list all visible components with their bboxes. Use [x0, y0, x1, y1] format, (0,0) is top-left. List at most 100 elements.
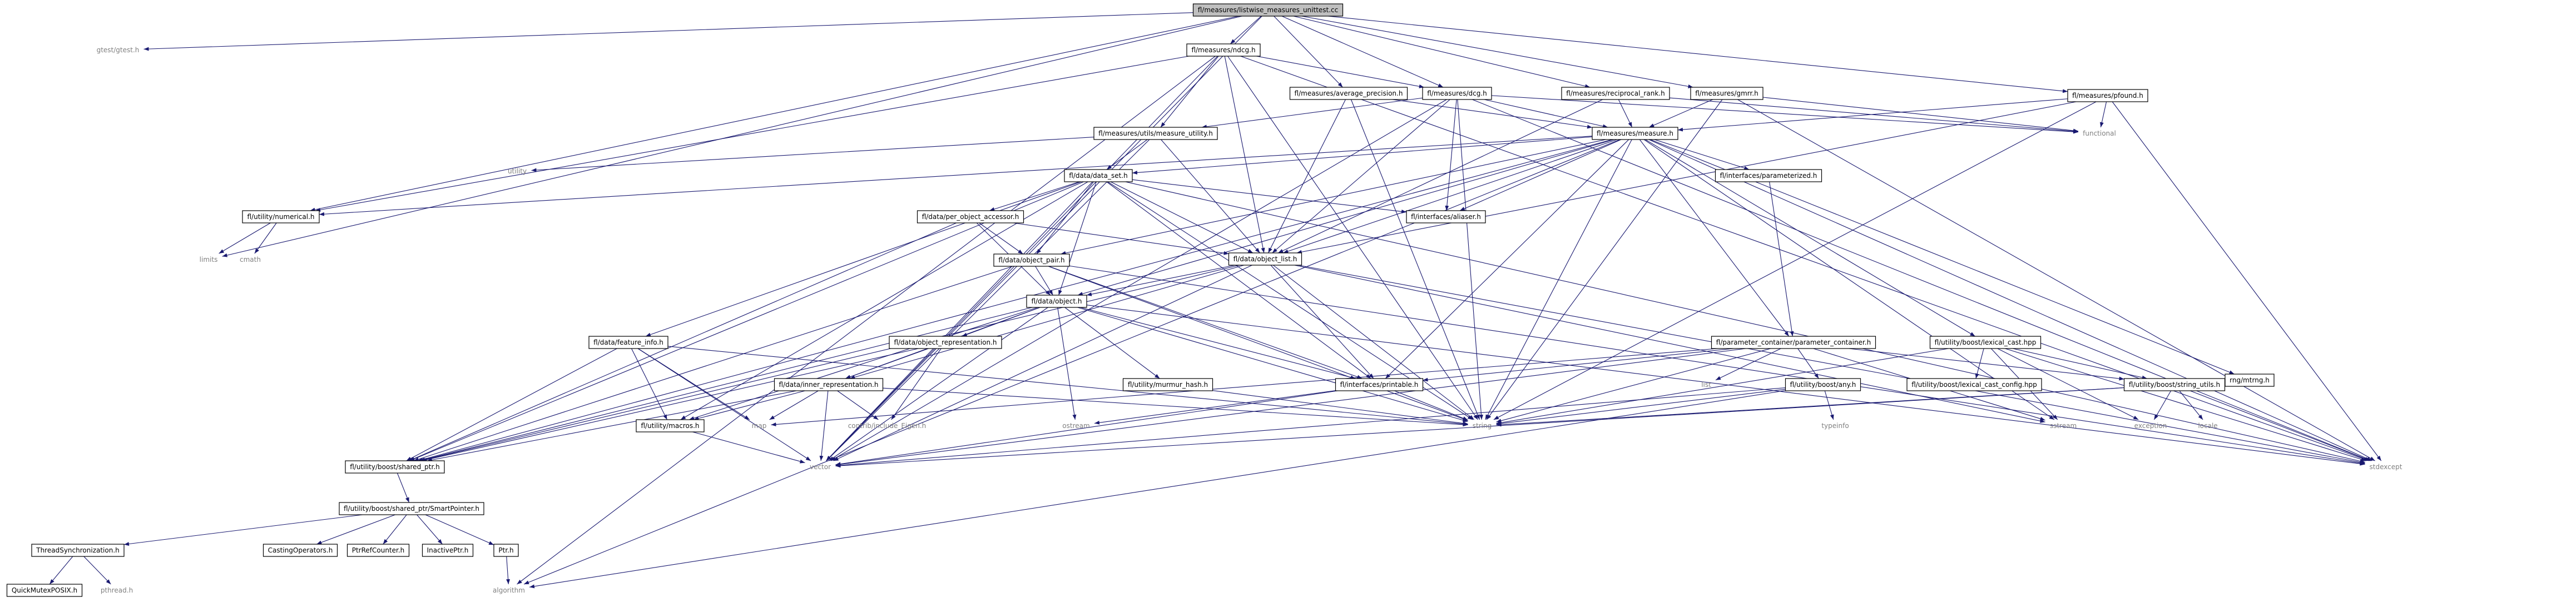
- node-stdexcept: stdexcept: [2370, 463, 2402, 471]
- edge-ptrh-to-algorithm: [506, 556, 511, 585]
- edge-object-to-sharedptr: [419, 307, 1033, 462]
- node-pthread: pthread.h: [101, 586, 133, 594]
- node-castops[interactable]: CastingOperators.h: [262, 544, 338, 557]
- edge-anyh-to-string: [1496, 389, 1786, 426]
- node-ndcg[interactable]: fl/measures/ndcg.h: [1186, 43, 1261, 57]
- node-ptrrefc[interactable]: PtrRefCounter.h: [346, 544, 410, 557]
- edge-objrepr-to-innerrepr: [845, 348, 929, 379]
- node-box: [2225, 374, 2275, 387]
- node-gmrr[interactable]: fl/measures/gmrr.h: [1690, 87, 1763, 100]
- node-murmur[interactable]: fl/utility/murmur_hash.h: [1122, 378, 1213, 391]
- edge-printable-to-ostream: [1094, 390, 1336, 425]
- edge-measure-to-sstream: [1643, 139, 2055, 420]
- node-box: [1026, 295, 1087, 308]
- edge-measure-to-paramcont: [1639, 139, 1790, 337]
- node-measureutil[interactable]: fl/measures/utils/measure_utility.h: [1093, 127, 1218, 140]
- node-box: [262, 544, 338, 557]
- node-dcg[interactable]: fl/measures/dcg.h: [1422, 87, 1492, 100]
- edge-dataset-to-aliaser: [1132, 179, 1407, 214]
- node-innerrepr[interactable]: fl/data/inner_representation.h: [774, 378, 884, 391]
- edge-measureutil-to-dataset: [1106, 139, 1148, 170]
- node-label: fl/data/object_pair.h: [998, 256, 1064, 264]
- edge-pfound-to-measure: [1677, 98, 2068, 132]
- node-paramcont[interactable]: fl/parameter_container/parameter_contain…: [1711, 336, 1876, 349]
- edge-dcg-to-functional: [1491, 95, 2079, 134]
- node-box: [493, 544, 519, 557]
- edge-lexcast-to-stdexcept: [2005, 348, 2366, 461]
- node-threadsync[interactable]: ThreadSynchronization.h: [31, 544, 125, 557]
- node-lexcast[interactable]: fl/utility/boost/lexical_cast.hpp: [1929, 336, 2042, 349]
- node-pfound[interactable]: fl/measures/pfound.h: [2067, 89, 2148, 102]
- node-recip[interactable]: fl/measures/reciprocal_rank.h: [1561, 87, 1670, 100]
- edge-measure-to-objlist: [1283, 139, 1617, 253]
- edge-measureutil-to-objlist: [1161, 139, 1260, 253]
- node-mtrng[interactable]: rng/mtrng.h: [2225, 374, 2275, 387]
- edge-root-to-dcg: [1281, 16, 1444, 88]
- node-label: utility: [508, 167, 527, 175]
- edge-dataset-to-sharedptr: [409, 181, 1084, 461]
- node-objlist[interactable]: fl/data/object_list.h: [1228, 252, 1302, 266]
- node-box: [1561, 87, 1670, 100]
- edge-object-to-printable: [1080, 307, 1356, 380]
- node-object[interactable]: fl/data/object.h: [1026, 295, 1087, 308]
- node-paramized[interactable]: fl/interfaces/parameterized.h: [1715, 169, 1822, 182]
- edge-lexcast-to-strutils: [2013, 348, 2147, 380]
- node-dataset[interactable]: fl/data/data_set.h: [1064, 169, 1133, 182]
- node-box: [1690, 87, 1763, 100]
- node-locale: locale: [2198, 422, 2217, 430]
- edge-measure-to-objpair: [1061, 139, 1606, 255]
- node-featinfo[interactable]: fl/data/feature_info.h: [588, 336, 668, 349]
- node-perobj[interactable]: fl/data/per_object_accessor.h: [917, 210, 1024, 223]
- node-root[interactable]: fl/measures/listwise_measures_unittest.c…: [1192, 3, 1344, 17]
- node-qmutex[interactable]: QuickMutexPOSIX.h: [6, 584, 83, 597]
- node-measure[interactable]: fl/measures/measure.h: [1592, 127, 1678, 140]
- node-label: QuickMutexPOSIX.h: [12, 586, 77, 594]
- node-macros[interactable]: fl/utility/macros.h: [636, 419, 705, 432]
- node-strutils[interactable]: fl/utility/boost/string_utils.h: [2123, 378, 2226, 391]
- node-box: [422, 544, 474, 557]
- edge-objlist-to-vector: [833, 265, 1252, 461]
- node-inactptr[interactable]: InactivePtr.h: [422, 544, 474, 557]
- node-label: rng/mtrng.h: [2230, 376, 2270, 384]
- node-smartptr[interactable]: fl/utility/boost/shared_ptr/SmartPointer…: [339, 502, 484, 515]
- node-box: [346, 544, 410, 557]
- edge-lexcast-to-exception: [1997, 348, 2139, 420]
- node-gtest: gtest/gtest.h: [97, 46, 140, 54]
- edge-murmur-to-string: [1212, 390, 1468, 425]
- edge-pfound-to-functional: [2099, 101, 2107, 128]
- node-label: fl/utility/boost/string_utils.h: [2129, 381, 2220, 389]
- node-sharedptr[interactable]: fl/utility/boost/shared_ptr.h: [345, 460, 445, 474]
- edge-gmrr-to-stdexcept: [1737, 99, 2375, 461]
- node-box: [1122, 378, 1213, 391]
- node-label: fl/data/data_set.h: [1069, 172, 1127, 180]
- node-objpair[interactable]: fl/data/object_pair.h: [993, 253, 1070, 267]
- node-lexcfg[interactable]: fl/utility/boost/lexical_cast_config.hpp: [1906, 378, 2042, 391]
- edge-measure-to-aliaser: [1459, 139, 1622, 211]
- edge-gmrr-to-string: [1486, 99, 1723, 420]
- node-label: fl/data/inner_representation.h: [779, 381, 879, 389]
- node-box: [889, 336, 1002, 349]
- node-avgprec[interactable]: fl/measures/average_precision.h: [1289, 87, 1408, 100]
- node-printable[interactable]: fl/interfaces/printable.h: [1335, 378, 1424, 391]
- node-label: fl/parameter_container/parameter_contain…: [1716, 339, 1871, 346]
- edge-objpair-to-sharedptr: [413, 266, 1013, 461]
- edge-dcg-to-objlist: [1272, 99, 1450, 253]
- node-label: fl/data/per_object_accessor.h: [922, 213, 1019, 221]
- node-ptrh[interactable]: Ptr.h: [493, 544, 519, 557]
- node-objrepr[interactable]: fl/data/object_representation.h: [889, 336, 1002, 349]
- edge-object-to-macros: [688, 307, 1038, 420]
- edge-recip-to-objlist: [1278, 99, 1603, 253]
- edge-object-to-string: [1077, 307, 1468, 422]
- node-label: fl/measures/measure.h: [1597, 130, 1673, 137]
- node-limits: limits: [200, 256, 218, 263]
- node-exception: exception: [2134, 422, 2167, 430]
- node-label: fl/measures/utils/measure_utility.h: [1098, 130, 1213, 137]
- node-box: [1929, 336, 2042, 349]
- edge-objlist-to-printable: [1270, 265, 1374, 379]
- node-numerical[interactable]: fl/utility/numerical.h: [242, 210, 320, 223]
- node-anyh[interactable]: fl/utility/boost/any.h: [1785, 378, 1861, 391]
- node-aliaser[interactable]: fl/interfaces/aliaser.h: [1406, 210, 1486, 223]
- edge-smartptr-to-threadsync: [123, 514, 363, 546]
- node-cmath: cmath: [240, 256, 261, 263]
